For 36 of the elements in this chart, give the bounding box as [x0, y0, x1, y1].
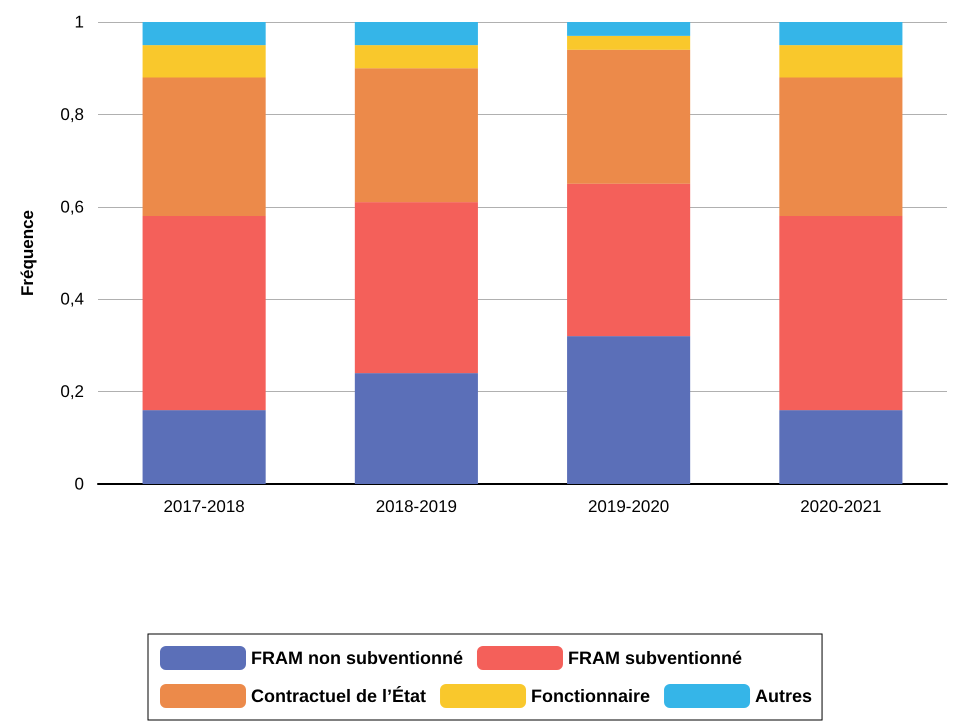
bar: [354, 68, 478, 202]
bar: [567, 50, 690, 184]
bar: [142, 216, 266, 410]
y-tick-label: 1: [74, 12, 84, 32]
bar: [567, 36, 690, 50]
x-tick-label: 2020-2021: [800, 497, 882, 516]
bar: [779, 22, 902, 46]
y-tick-label: 0: [74, 474, 84, 494]
x-tick-label: 2017-2018: [163, 497, 245, 516]
y-tick-label: 0,6: [60, 197, 84, 216]
bar: [142, 22, 266, 46]
x-tick-label: 2018-2019: [376, 497, 458, 516]
legend-label: FRAM non subventionné: [251, 648, 463, 668]
y-tick-label: 0,8: [60, 104, 84, 124]
legend-label: Contractuel de l’État: [251, 686, 426, 706]
bar: [354, 45, 478, 68]
legend-label: Fonctionnaire: [531, 686, 650, 706]
bar: [567, 184, 690, 336]
bar: [779, 45, 902, 78]
bar: [354, 202, 478, 374]
bar: [354, 373, 478, 484]
legend-label: FRAM subventionné: [568, 648, 742, 668]
bar: [142, 410, 266, 484]
legend-label: Autres: [755, 686, 812, 706]
bar: [142, 77, 266, 216]
y-axis-title: Fréquence: [18, 210, 37, 296]
bar: [779, 410, 902, 484]
bar: [142, 45, 266, 78]
bar: [567, 22, 690, 36]
bar: [779, 77, 902, 216]
bar: [567, 336, 690, 484]
x-tick-label: 2019-2020: [588, 497, 670, 516]
bar: [354, 22, 478, 46]
y-tick-label: 0,2: [60, 382, 84, 402]
bar: [779, 216, 902, 410]
y-tick-label: 0,4: [60, 290, 84, 309]
